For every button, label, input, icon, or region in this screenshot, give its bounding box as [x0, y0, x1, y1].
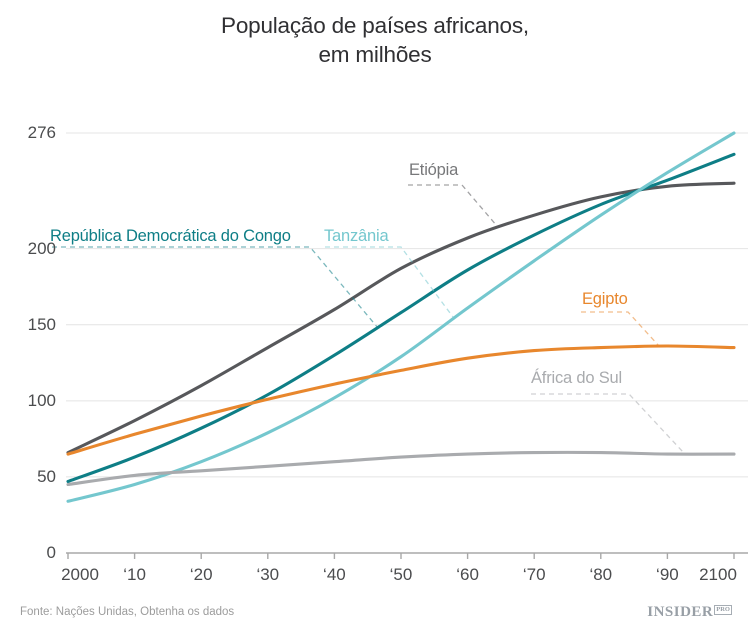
- y-axis-label-0: 0: [46, 543, 56, 562]
- x-axis-label-2080: ‘80: [589, 565, 613, 584]
- x-axis-label-2090: ‘90: [656, 565, 679, 584]
- y-axis-label-276: 276: [27, 123, 56, 142]
- x-axis-label-2010: ‘10: [123, 565, 146, 584]
- series-label-republica-democratica-do-congo: República Democrática do Congo: [50, 227, 291, 245]
- x-axis-label-2060: ‘60: [456, 565, 479, 584]
- insider-pro-logo: INSIDER PRO: [647, 604, 732, 621]
- x-axis-label-2020: ‘20: [189, 565, 213, 584]
- chart-title: População de países africanos, em milhõe…: [0, 11, 750, 69]
- x-axis-label-2070: ‘70: [522, 565, 546, 584]
- y-axis-label-100: 100: [27, 390, 56, 410]
- x-axis-label-2000: 2000: [61, 565, 99, 584]
- series-label-africa-do-sul: África do Sul: [531, 369, 622, 387]
- brand-name: INSIDER: [647, 604, 714, 620]
- x-axis-label-2030: ‘30: [256, 565, 280, 584]
- line-republica-democratica-do-congo: [66, 152, 736, 484]
- x-axis-label-2040: ‘40: [323, 565, 346, 584]
- y-axis-label-50: 50: [37, 466, 56, 486]
- source-prefix: Fonte: Nações Unidas,: [20, 606, 141, 618]
- y-axis-label-200: 200: [27, 238, 56, 258]
- line-africa-do-sul: [66, 450, 736, 487]
- y-axis-label-150: 150: [27, 314, 56, 334]
- label-leader-etiopia: [408, 184, 498, 227]
- x-axis-label-2100: 2100: [699, 565, 737, 584]
- source-data-link[interactable]: Obtenha os dados: [140, 606, 235, 618]
- line-etiopia: [66, 181, 736, 455]
- label-leader-tanzania: [325, 246, 454, 318]
- source-note: Fonte: Nações Unidas, Obtenha os dados: [20, 606, 234, 618]
- label-leader-republica-democratica-do-congo: [52, 246, 379, 329]
- series-label-tanzania: Tanzânia: [324, 227, 389, 245]
- x-axis-label-2050: ‘50: [389, 565, 413, 584]
- label-leader-africa-do-sul: [531, 393, 684, 453]
- series-label-egipto: Egipto: [582, 290, 628, 308]
- chart-title-line2: em milhões: [318, 42, 432, 67]
- chart-title-line1: População de países africanos,: [221, 13, 529, 38]
- brand-pro-badge: PRO: [714, 605, 732, 615]
- line-tanzania: [66, 131, 736, 503]
- line-egipto: [66, 344, 736, 456]
- series-label-etiopia: Etiópia: [409, 161, 459, 179]
- label-leader-egipto: [581, 311, 660, 347]
